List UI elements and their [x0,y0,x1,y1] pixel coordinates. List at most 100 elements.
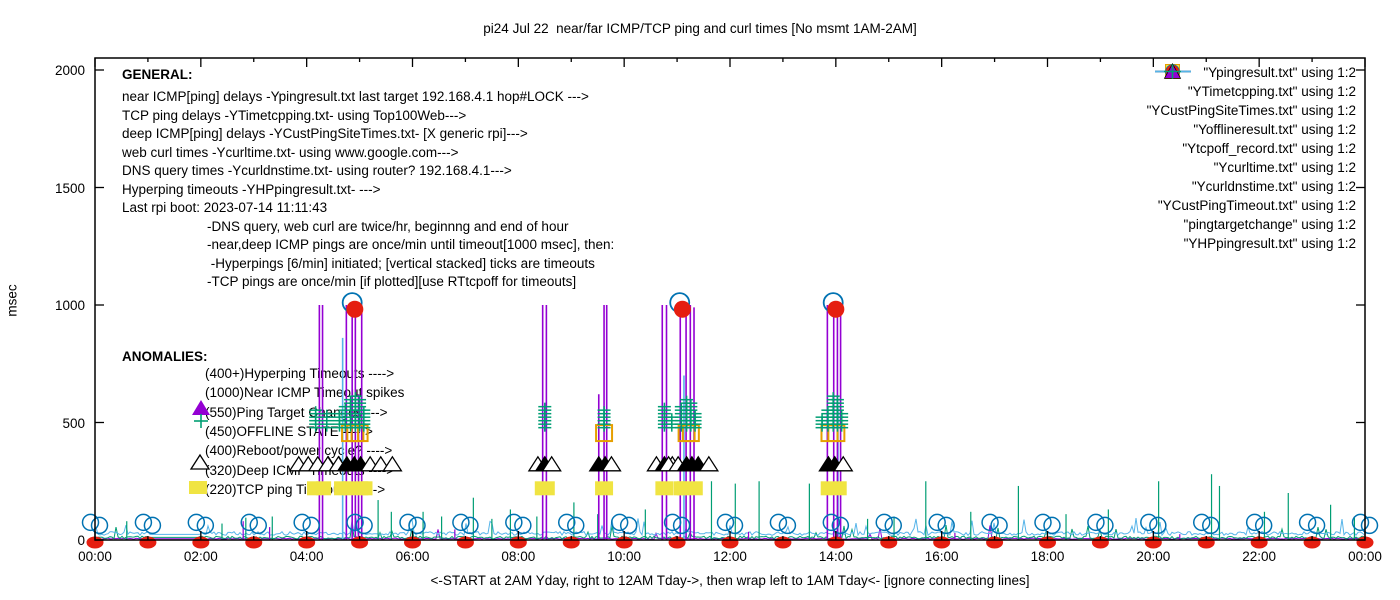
legend-item: "pingtargetchange" using 1:2 [1147,64,1356,234]
y-tick-label: 1500 [54,180,85,196]
web-curl-marker [1087,513,1105,532]
web-curl-marker [1360,516,1379,535]
web-curl-marker [240,513,258,532]
web-curl-marker [831,516,850,535]
general-note-line: Hyperping timeouts -YHPpingresult.txt- -… [122,181,381,197]
general-note-line: web curl times -Ycurltime.txt- using www… [122,144,459,160]
general-note-line: deep ICMP[ping] delays -YCustPingSiteTim… [122,126,528,141]
offline-marker [827,424,846,443]
web-curl-marker [778,516,797,535]
dns-spike-marker [827,300,845,318]
x-tick-label: 12:00 [713,549,747,564]
web-curl-marker [1034,513,1052,532]
dns-spike-marker [673,300,691,318]
general-note-line: -near,deep ICMP pings are once/min until… [207,237,615,252]
web-curl-marker [672,516,691,535]
web-curl-marker [981,513,999,532]
anomalies-heading: ANOMALIES: [122,349,208,364]
general-note-line: TCP ping delays -YTimetcpping.txt- using… [122,107,467,123]
deep-icmp-timeout-marker [833,455,854,472]
timeout-events [288,292,854,540]
x-tick-label: 08:00 [501,549,536,564]
tcp-timeout-marker [595,481,614,496]
web-curl-marker [822,513,841,532]
web-curl-marker [302,516,320,535]
legend-item: "Ycurldnstime.txt" using 1:2 [1147,65,1356,196]
web-curl-marker [1149,516,1167,535]
web-curl-marker [663,513,682,532]
tcp-timeout-marker [361,481,373,496]
legend-item: "YTimetcpping.txt" using 1:2 [1147,70,1356,101]
deep-icmp-timeout-icon [189,453,211,470]
legend-item: "YCustPingTimeout.txt" using 1:2 [1147,63,1356,215]
general-note-line: DNS query times -Ycurldnstime.txt- using… [122,163,512,178]
web-curl-marker [769,513,788,532]
ping-target-change-icon [192,400,210,415]
x-tick-label: 00:00 [78,549,112,564]
legend-item: "Yofflineresult.txt" using 1:2 [1147,64,1356,139]
x-tick-label: 10:00 [607,549,642,564]
web-curl-marker [187,513,206,532]
general-note-line: -TCP pings are once/min [if plotted][use… [207,274,577,289]
web-curl-marker [558,513,576,532]
tcp-timeout-marker [316,481,332,496]
web-curl-marker [81,513,100,532]
legend-item-label: "YCustPingTimeout.txt" using 1:2 [1157,198,1356,213]
legend-item-label: "YTimetcpping.txt" using 1:2 [1187,84,1356,99]
legend-item: "YHPpingresult.txt" using 1:2 [1147,64,1356,253]
web-curl-marker [1307,516,1326,535]
legend: "Ypingresult.txt" using 1:2 "YTimetcpping… [1147,63,1356,253]
timeout-event-cluster [588,305,622,540]
general-note-line: -Hyperpings [6/min] initiated; [vertical… [207,255,595,271]
tcp-timeout-marker [534,481,555,496]
web-curl-marker [875,513,893,532]
web-curl-marker [1043,516,1061,535]
web-curl-marker [408,516,426,535]
tcp-timeout-marker [820,481,847,496]
x-tick-label: 02:00 [183,549,218,564]
y-tick-label: 2000 [54,63,85,78]
anomaly-label-markers [189,400,211,494]
web-curl-marker [884,516,902,535]
tcp-timeout-marker [676,481,703,496]
general-note-line: near ICMP[ping] delays -Ypingresult.txt … [122,89,589,104]
x-tick-label: 06:00 [395,549,430,564]
legend-item: "Ytcpoff_record.txt" using 1:2 [1147,65,1356,158]
x-tick-label: 14:00 [818,549,853,564]
web-curl-marker [90,516,109,535]
web-curl-marker [355,516,373,535]
legend-item-label: "YCustPingSiteTimes.txt" using 1:2 [1146,103,1356,118]
x-axis-label: <-START at 2AM Yday, right to 12AM Tday-… [430,573,1030,588]
timeout-event-cluster [658,292,720,540]
x-tick-label: 18:00 [1030,549,1065,564]
web-curl-marker [567,516,585,535]
legend-item-label: "Ycurldnstime.txt" using 1:2 [1191,179,1356,194]
web-curl-marker [399,513,417,532]
legend-item-label: "pingtargetchange" using 1:2 [1183,217,1356,232]
legend-item: "Ycurltime.txt" using 1:2 [1147,64,1356,177]
axes [94,57,1366,541]
web-curl-marker [514,516,532,535]
web-curl-marker [1096,516,1114,535]
web-curl-marker [725,516,744,535]
legend-item-label: "YHPpingresult.txt" using 1:2 [1183,236,1356,251]
legend-item-label: "Ycurltime.txt" using 1:2 [1213,160,1356,175]
deep-ping-spikes [126,474,1356,540]
x-tick-label: 20:00 [1136,549,1171,564]
web-curl-marker [990,516,1008,535]
web-curl-marker [196,516,215,535]
deep-icmp-timeout-marker [541,455,562,472]
web-curl-marker [249,516,267,535]
legend-item-label: "Ytcpoff_record.txt" using 1:2 [1182,141,1356,156]
web-curl-marker [1140,513,1158,532]
timeout-event-cluster [646,305,683,540]
web-curl-marker [937,516,955,535]
web-curl-marker [134,513,153,532]
web-curl-marker [610,513,629,532]
web-curl-marker [1193,513,1211,532]
web-curl-marker [452,513,470,532]
web-curl-marker [461,516,479,535]
tcp-ping-timeout-icon [189,481,207,494]
legend-item-label: "Ypingresult.txt" using 1:2 [1203,65,1356,80]
